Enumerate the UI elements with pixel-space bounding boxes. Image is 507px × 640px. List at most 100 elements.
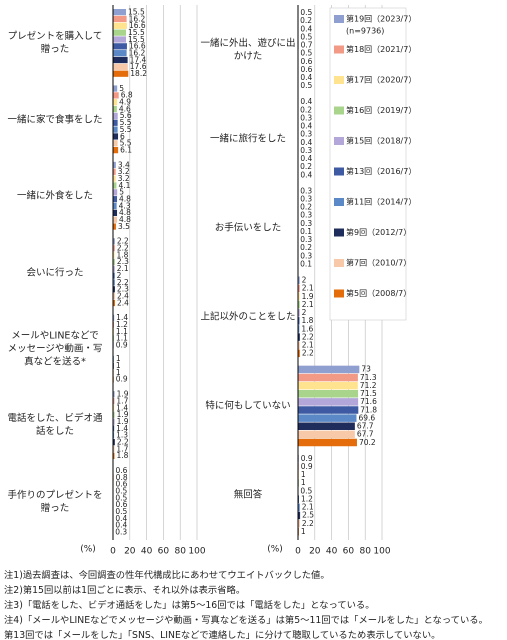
value-label: 1.8 (117, 451, 129, 460)
legend-label: 第7回（2010/7） (346, 258, 411, 268)
category-label: お手伝いをした (214, 222, 282, 234)
value-label: 17.4 (130, 55, 147, 64)
value-label: 0.6 (301, 57, 313, 66)
value-label: 4.9 (119, 98, 131, 107)
category-label: 一緒に旅行をした (209, 133, 286, 145)
note: 注1)過去調査は、今回調査の性年代構成比にあわせてウエイトバックした値。 (4, 570, 330, 581)
category-label: 手作りのプレゼントを贈った (7, 489, 103, 514)
legend-label: 第16回（2019/7） (346, 105, 416, 115)
value-label: 5 (119, 188, 124, 197)
value-label: 2.1 (117, 264, 129, 273)
value-label: 15.5 (128, 28, 145, 37)
bar (298, 503, 300, 512)
legend-swatch (334, 137, 344, 145)
bar (298, 511, 301, 520)
bar (298, 414, 357, 422)
value-label: 2.5 (302, 511, 314, 520)
bar (113, 105, 117, 113)
bar (113, 189, 118, 196)
legend-swatch (334, 76, 344, 84)
value-label: 0.2 (300, 243, 312, 252)
value-label: 1.8 (302, 316, 314, 325)
bar (113, 418, 115, 425)
value-label: 2 (117, 271, 122, 280)
value-label: 2.2 (302, 332, 314, 341)
bar (113, 391, 115, 398)
bar (113, 36, 127, 43)
bar (298, 422, 355, 430)
legend-label: 第5回（2008/7） (346, 288, 411, 298)
value-label: 1.6 (301, 324, 313, 333)
bar (298, 398, 359, 406)
bar (113, 432, 115, 439)
value-label: 2 (302, 276, 307, 285)
bar (113, 140, 118, 147)
bar (113, 439, 115, 446)
bar (113, 119, 118, 126)
value-label: 2.1 (302, 284, 314, 293)
bar (113, 133, 119, 140)
value-label: 0.1 (300, 259, 312, 268)
bar (298, 430, 355, 439)
bar (113, 411, 115, 418)
value-label: 1.9 (117, 417, 129, 426)
value-label: 15.5 (128, 35, 145, 44)
category-label: 無回答 (233, 489, 263, 501)
value-label: 0.4 (300, 97, 312, 106)
value-label: 4.1 (118, 181, 130, 190)
category-label: 上記以外のことをした (200, 311, 296, 323)
value-label: 0.5 (300, 486, 312, 495)
value-label: 1.1 (116, 334, 128, 343)
value-label: 2.1 (302, 340, 314, 349)
value-label: 0.3 (300, 211, 312, 220)
bar (113, 92, 119, 99)
bar (298, 390, 359, 398)
x-tick-label: 80 (359, 547, 371, 557)
x-tick-label: 40 (326, 547, 338, 557)
value-label: 71.3 (360, 373, 377, 382)
value-label: 15.5 (128, 7, 145, 16)
value-label: 1.7 (116, 396, 128, 405)
legend-swatch (334, 289, 344, 298)
bar (113, 299, 116, 307)
value-label: 0.6 (116, 480, 128, 489)
value-label: 2.4 (117, 298, 129, 307)
value-label: 67.7 (357, 422, 374, 431)
bar (113, 258, 115, 266)
value-label: 0.6 (116, 500, 128, 509)
legend-label: 第18回（2021/7） (346, 44, 416, 54)
value-label: 0.5 (300, 8, 312, 17)
value-label: 0.8 (116, 473, 128, 482)
bar (298, 495, 300, 503)
bar (298, 333, 300, 341)
value-label: 5.5 (120, 139, 132, 148)
bar (113, 126, 118, 133)
value-label: 4.6 (119, 104, 131, 113)
category-label: 一緒に外食をした (16, 190, 93, 202)
value-label: 1.9 (117, 390, 129, 399)
legend-swatch (334, 45, 344, 54)
value-label: 5 (119, 84, 124, 93)
x-tick-label: 80 (174, 547, 186, 557)
bar (113, 279, 115, 286)
x-tick-label: 40 (141, 547, 153, 557)
value-label: 1 (116, 361, 121, 370)
value-label: 1 (116, 368, 121, 377)
legend-swatch (334, 259, 344, 267)
bar (113, 175, 116, 182)
bar (298, 365, 360, 374)
value-label: 4.8 (119, 194, 131, 203)
value-label: 0.5 (115, 493, 127, 502)
x-tick-label: 60 (158, 547, 170, 557)
value-label: 73 (361, 365, 371, 374)
legend-label: 第9回（2012/7） (346, 227, 411, 237)
value-label: 0.4 (300, 138, 312, 147)
x-tick-label: 0 (295, 547, 301, 557)
value-label: 2.1 (302, 300, 314, 309)
value-label: 0.2 (300, 105, 312, 114)
legend-swatch (334, 167, 344, 176)
bar (113, 293, 116, 300)
bar (298, 381, 358, 390)
bar (113, 223, 116, 230)
